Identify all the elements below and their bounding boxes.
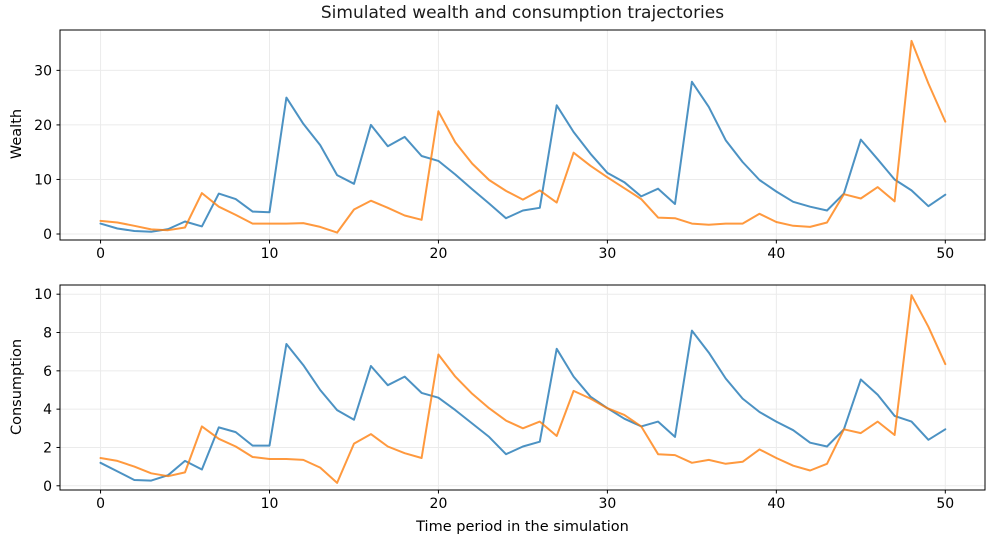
y-tick-label: 30 xyxy=(34,63,52,79)
consumption-agent-2-line xyxy=(99,294,947,484)
y-tick-label: 4 xyxy=(43,402,52,418)
x-tick-label: 40 xyxy=(767,246,785,262)
y-tick-label: 8 xyxy=(43,326,52,342)
x-tick-label: 40 xyxy=(767,496,785,512)
figure-title: Simulated wealth and consumption traject… xyxy=(320,3,725,23)
x-tick-label: 50 xyxy=(936,246,954,262)
y-tick-label: 0 xyxy=(43,479,52,495)
x-axis-label: Time period in the simulation xyxy=(416,519,629,535)
wealth-agent-1-line xyxy=(99,80,947,233)
axes-frame xyxy=(59,284,986,491)
y-tick-label: 0 xyxy=(43,227,52,243)
x-tick-label: 0 xyxy=(96,246,105,262)
y-tick-label: 20 xyxy=(34,118,52,134)
x-tick-label: 30 xyxy=(598,496,616,512)
x-tick-label: 30 xyxy=(598,246,616,262)
x-tick-label: 0 xyxy=(96,496,105,512)
x-tick-label: 20 xyxy=(430,246,448,262)
y-tick-label: 10 xyxy=(34,172,52,188)
y-tick-label: 6 xyxy=(43,364,52,380)
y-tick-label: 2 xyxy=(43,440,52,456)
x-tick-label: 10 xyxy=(261,246,279,262)
consumption-axis-label: Consumption xyxy=(9,338,25,436)
x-tick-label: 50 xyxy=(936,496,954,512)
axes-frame xyxy=(59,29,986,241)
x-tick-label: 20 xyxy=(430,496,448,512)
consumption-agent-1-line xyxy=(99,329,947,482)
wealth-axis-label: Wealth xyxy=(9,108,25,160)
x-tick-label: 10 xyxy=(261,496,279,512)
y-tick-label: 10 xyxy=(34,287,52,303)
wealth-agent-2-line xyxy=(99,39,947,234)
